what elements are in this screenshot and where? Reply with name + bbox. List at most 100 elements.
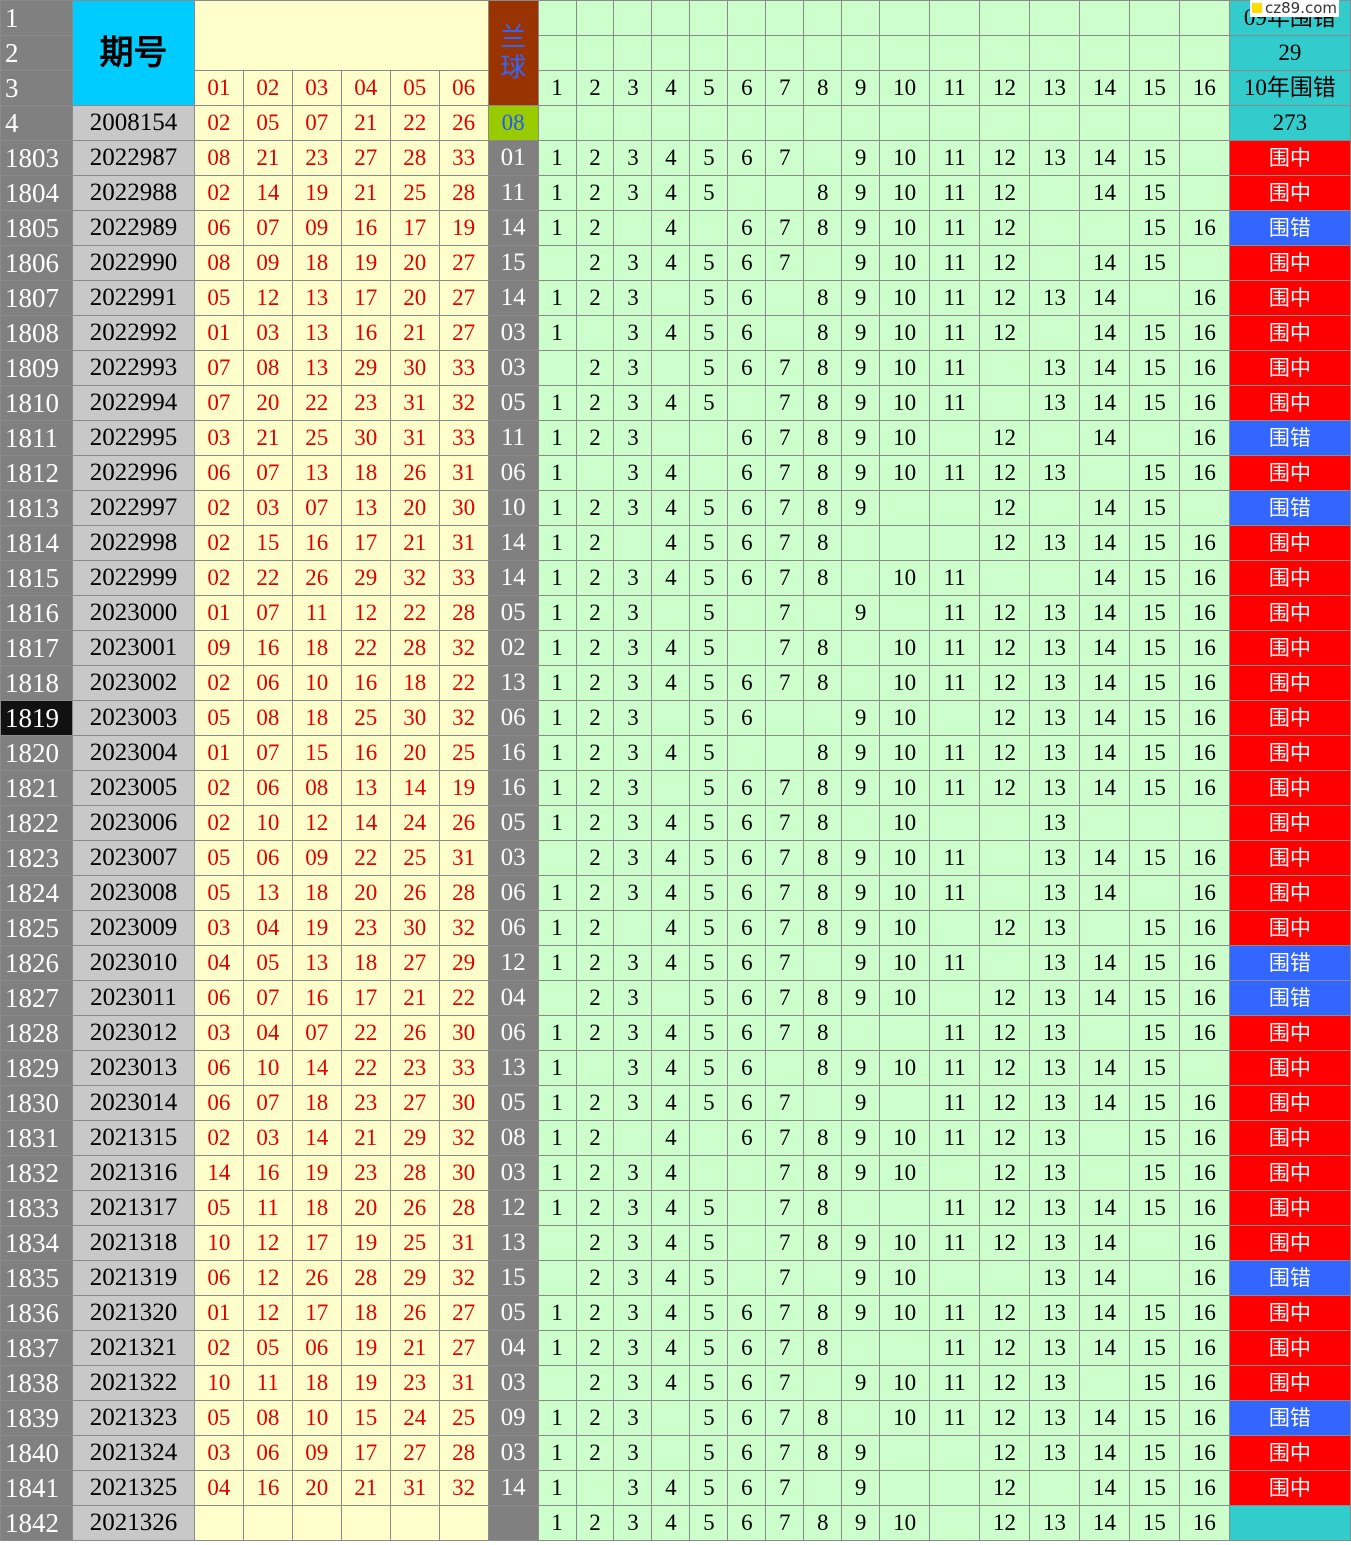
red-ball: 07 bbox=[242, 455, 293, 491]
red-ball: 10 bbox=[291, 665, 342, 701]
number-cell: 8 bbox=[803, 175, 843, 211]
number-cell: 10 bbox=[879, 350, 931, 386]
number-cell: 12 bbox=[979, 525, 1031, 561]
sheet-row: 1818 2023002 02 06 10 16 18 22 13 1 2 3 4 5 6 7 8 10 11 12 1… bbox=[0, 665, 1351, 701]
number-cell: 13 bbox=[1029, 1155, 1080, 1191]
number-cell: 3 bbox=[613, 1260, 653, 1296]
result: 围中 bbox=[1228, 700, 1351, 736]
number-cell: 1 bbox=[537, 875, 577, 911]
red-ball: 31 bbox=[438, 1225, 489, 1261]
number-cell: 6 bbox=[727, 350, 767, 386]
red-ball: 22 bbox=[340, 1015, 391, 1051]
number-cell: 1 bbox=[537, 140, 577, 176]
red-ball: 28 bbox=[340, 1260, 391, 1296]
number-cell bbox=[841, 630, 881, 666]
number-cell: 1 bbox=[537, 455, 577, 491]
result: 围中 bbox=[1228, 385, 1351, 421]
result: 围中 bbox=[1228, 840, 1351, 876]
number-cell bbox=[537, 0, 577, 36]
number-cell bbox=[803, 1365, 843, 1401]
red-ball: 29 bbox=[389, 1120, 440, 1156]
number-cell: 10 bbox=[879, 420, 931, 456]
number-cell: 2 bbox=[575, 910, 615, 946]
number-cell: 15 bbox=[1128, 245, 1180, 281]
number-cell: 2 bbox=[575, 595, 615, 631]
number-cell: 8 bbox=[803, 630, 843, 666]
red-ball: 18 bbox=[340, 1295, 391, 1331]
red-ball: 09 bbox=[291, 1435, 342, 1471]
number-cell: 5 bbox=[689, 1015, 729, 1051]
number-cell: 5 bbox=[689, 1225, 729, 1261]
red-ball: 28 bbox=[389, 1155, 440, 1191]
number-cell: 4 bbox=[651, 805, 691, 841]
row-number: 1803 bbox=[0, 140, 73, 176]
red-ball: 31 bbox=[389, 420, 440, 456]
number-cell bbox=[879, 105, 931, 141]
red-ball: 11 bbox=[242, 1190, 293, 1226]
number-cell: 8 bbox=[803, 1050, 843, 1086]
sheet-row: 1835 2021319 06 12 26 28 29 32 15 2 3 4 5 7 9 10 13 14 16 围… bbox=[0, 1260, 1351, 1296]
number-cell: 1 bbox=[537, 910, 577, 946]
number-cell: 2 bbox=[575, 945, 615, 981]
number-cell: 1 bbox=[537, 735, 577, 771]
result: 围中 bbox=[1228, 665, 1351, 701]
number-cell: 2 bbox=[575, 665, 615, 701]
red-ball: 08 bbox=[242, 700, 293, 736]
blue-ball: 10 bbox=[487, 490, 539, 526]
result: 围中 bbox=[1228, 315, 1351, 351]
number-cell: 9 bbox=[841, 1505, 881, 1541]
number-cell: 15 bbox=[1128, 630, 1180, 666]
number-cell bbox=[727, 1155, 767, 1191]
red-ball: 32 bbox=[389, 560, 440, 596]
red-ball: 25 bbox=[389, 840, 440, 876]
number-cell: 15 bbox=[1128, 1365, 1180, 1401]
number-cell bbox=[979, 385, 1031, 421]
number-cell bbox=[575, 105, 615, 141]
number-cell: 4 bbox=[651, 1015, 691, 1051]
number-cell: 1 bbox=[537, 1330, 577, 1366]
number-cell bbox=[1029, 105, 1080, 141]
number-cell bbox=[1178, 1050, 1230, 1086]
number-cell bbox=[803, 1260, 843, 1296]
red-ball: 27 bbox=[389, 945, 440, 981]
number-cell: 7 bbox=[765, 805, 805, 841]
number-cell: 9 bbox=[841, 1225, 881, 1261]
number-cell bbox=[879, 1015, 931, 1051]
number-cell: 3 bbox=[613, 840, 653, 876]
number-cell: 8 bbox=[803, 735, 843, 771]
blue-ball: 03 bbox=[487, 1435, 539, 1471]
red-ball: 17 bbox=[389, 210, 440, 246]
number-cell: 14 bbox=[1078, 1295, 1130, 1331]
number-cell: 2 bbox=[575, 1260, 615, 1296]
number-cell: 6 bbox=[727, 1470, 767, 1506]
red-ball: 14 bbox=[291, 1050, 342, 1086]
period: 2022993 bbox=[71, 350, 195, 386]
number-cell bbox=[979, 840, 1031, 876]
blue-ball: 06 bbox=[487, 910, 539, 946]
number-cell: 1 bbox=[537, 1505, 577, 1541]
red-ball: 30 bbox=[438, 1085, 489, 1121]
number-cell: 6 bbox=[727, 665, 767, 701]
blue-ball: 03 bbox=[487, 1155, 539, 1191]
number-cell: 12 bbox=[979, 1120, 1031, 1156]
number-cell bbox=[841, 525, 881, 561]
red-ball: 21 bbox=[389, 315, 440, 351]
number-cell: 7 bbox=[765, 945, 805, 981]
sheet-row: 1 期号 兰球 09年围错 bbox=[0, 0, 1351, 106]
number-cell: 15 bbox=[1128, 1400, 1180, 1436]
red-ball: 08 bbox=[193, 245, 244, 281]
red-ball: 26 bbox=[438, 805, 489, 841]
red-ball: 21 bbox=[389, 980, 440, 1016]
number-cell: 11 bbox=[929, 770, 981, 806]
red-ball: 02 bbox=[193, 1120, 244, 1156]
number-cell bbox=[727, 1190, 767, 1226]
red-ball bbox=[291, 1505, 342, 1541]
number-cell bbox=[1178, 175, 1230, 211]
number-cell bbox=[651, 770, 691, 806]
number-cell bbox=[1178, 105, 1230, 141]
red-ball: 14 bbox=[291, 1120, 342, 1156]
number-cell: 9 bbox=[841, 1085, 881, 1121]
number-cell: 2 bbox=[575, 1295, 615, 1331]
number-cell: 6 bbox=[727, 315, 767, 351]
number-header: 8 bbox=[803, 70, 843, 106]
